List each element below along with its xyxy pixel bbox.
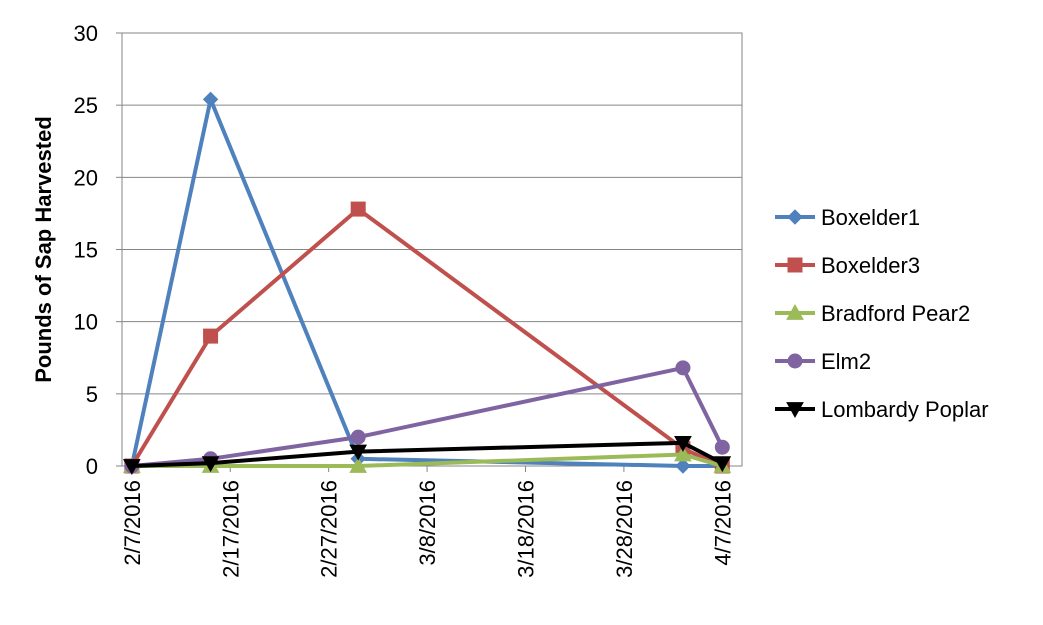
x-tick-label: 3/8/2016 (415, 480, 440, 566)
data-point-lombardy-poplar (713, 456, 732, 473)
legend-marker (787, 257, 803, 273)
data-point-boxelder3 (203, 328, 219, 344)
data-point-elm2 (714, 439, 730, 455)
x-tick-label: 2/7/2016 (120, 480, 145, 566)
legend-marker (786, 303, 804, 320)
data-point-lombardy-poplar (349, 444, 368, 461)
data-point-bradford-pear2 (349, 456, 368, 473)
legend-marker (787, 209, 803, 225)
x-tick-label: 3/18/2016 (513, 480, 538, 578)
data-point-elm2 (675, 360, 691, 376)
legend-item-elm2: Elm2 (775, 349, 871, 374)
x-axis-ticks: 2/7/2016 2/17/2016 2/27/2016 3/8/2016 3/18/2… (120, 466, 735, 578)
data-point-lombardy-poplar (201, 456, 220, 473)
legend-item-boxelder1: Boxelder1 (775, 205, 920, 230)
y-axis-title: Pounds of Sap Harvested (31, 116, 56, 383)
y-tick-label: 25 (74, 93, 98, 118)
legend-item-boxelder3: Boxelder3 (775, 253, 920, 278)
x-tick-label: 4/7/2016 (710, 480, 735, 566)
x-tick-label: 3/28/2016 (612, 480, 637, 578)
series-lombardy-poplar (122, 436, 732, 476)
legend-label: Boxelder1 (821, 205, 920, 230)
legend: Boxelder1 Boxelder3 Bradford Pear2 Elm2 Lomb… (775, 205, 989, 422)
y-axis-ticks: 0 5 10 15 20 25 30 (74, 21, 122, 479)
series-group (122, 91, 732, 476)
y-tick-label: 5 (86, 382, 98, 407)
data-point-bradford-pear2 (674, 445, 692, 462)
y-tick-label: 20 (74, 165, 98, 190)
x-tick-label: 2/17/2016 (218, 480, 243, 578)
data-point-lombardy-poplar (674, 436, 692, 452)
y-tick-label: 30 (74, 21, 98, 46)
y-tick-label: 0 (86, 454, 98, 479)
data-point-elm2 (350, 429, 366, 445)
data-point-boxelder1 (202, 91, 219, 108)
gridlines (122, 104, 742, 395)
series-boxelder3 (124, 201, 730, 474)
y-tick-label: 10 (74, 310, 98, 335)
legend-label: Bradford Pear2 (821, 301, 970, 326)
legend-item-bradford-pear2: Bradford Pear2 (775, 301, 970, 326)
x-tick-label: 2/27/2016 (317, 480, 342, 578)
legend-marker (786, 402, 804, 419)
legend-label: Boxelder3 (821, 253, 920, 278)
data-point-lombardy-poplar (122, 459, 141, 476)
legend-item-lombardy-poplar: Lombardy Poplar (775, 397, 989, 422)
data-point-boxelder3 (350, 201, 366, 217)
series-line-boxelder3 (130, 207, 724, 468)
legend-marker (787, 353, 803, 369)
legend-label: Lombardy Poplar (821, 397, 989, 422)
data-point-boxelder1 (675, 458, 691, 474)
legend-label: Elm2 (821, 349, 871, 374)
y-tick-label: 15 (74, 238, 98, 263)
